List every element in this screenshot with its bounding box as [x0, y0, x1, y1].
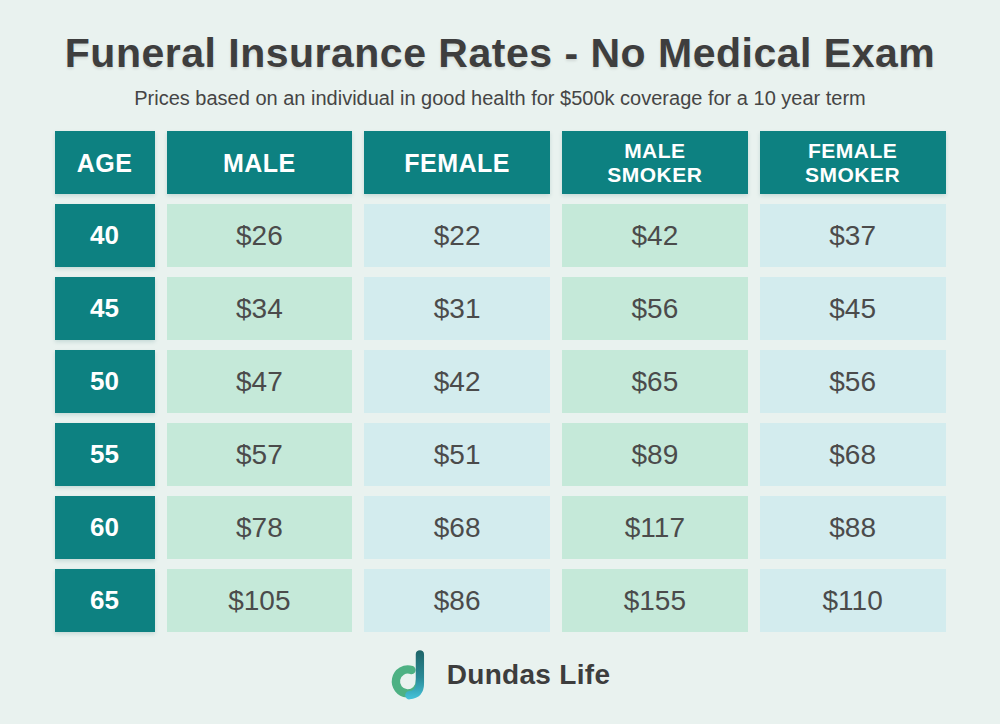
- column-header-label: FEMALE: [404, 149, 510, 177]
- table-cell-female: $51: [364, 423, 550, 486]
- table-cell-female: $31: [364, 277, 550, 340]
- table-cell-female-smoker: $68: [760, 423, 946, 486]
- row-header-age: 55: [55, 423, 155, 486]
- table-cell-male: $34: [167, 277, 353, 340]
- infographic-page: Funeral Insurance Rates - No Medical Exa…: [0, 0, 1000, 724]
- table-cell-male-smoker: $155: [562, 569, 748, 632]
- column-header-label: SMOKER: [607, 163, 702, 187]
- rates-table: AGE MALE FEMALE MALE SMOKER FEMALE SMOKE…: [55, 131, 946, 632]
- column-header-female: FEMALE: [364, 131, 550, 194]
- table-cell-male: $26: [167, 204, 353, 267]
- column-header-male-smoker: MALE SMOKER: [562, 131, 748, 194]
- table-cell-female-smoker: $88: [760, 496, 946, 559]
- row-header-age: 45: [55, 277, 155, 340]
- table-cell-female-smoker: $56: [760, 350, 946, 413]
- row-header-age: 50: [55, 350, 155, 413]
- table-cell-male-smoker: $56: [562, 277, 748, 340]
- column-header-label: FEMALE: [808, 139, 897, 163]
- row-header-age: 65: [55, 569, 155, 632]
- table-cell-male: $78: [167, 496, 353, 559]
- table-cell-female-smoker: $110: [760, 569, 946, 632]
- row-header-age: 40: [55, 204, 155, 267]
- column-header-label: MALE: [223, 149, 296, 177]
- dundas-life-logo-icon: [390, 649, 436, 701]
- column-header-label: SMOKER: [805, 163, 900, 187]
- page-title: Funeral Insurance Rates - No Medical Exa…: [0, 0, 1000, 77]
- table-cell-female: $68: [364, 496, 550, 559]
- table-cell-male-smoker: $42: [562, 204, 748, 267]
- table-cell-male: $47: [167, 350, 353, 413]
- row-header-age: 60: [55, 496, 155, 559]
- column-header-female-smoker: FEMALE SMOKER: [760, 131, 946, 194]
- column-header-label: MALE: [624, 139, 686, 163]
- column-header-male: MALE: [167, 131, 353, 194]
- column-header-age: AGE: [55, 131, 155, 194]
- table-cell-male-smoker: $117: [562, 496, 748, 559]
- table-cell-female: $42: [364, 350, 550, 413]
- table-cell-female: $22: [364, 204, 550, 267]
- table-cell-male-smoker: $65: [562, 350, 748, 413]
- table-cell-female-smoker: $45: [760, 277, 946, 340]
- table-cell-male: $105: [167, 569, 353, 632]
- table-cell-female: $86: [364, 569, 550, 632]
- brand-name: Dundas Life: [447, 659, 611, 691]
- table-cell-female-smoker: $37: [760, 204, 946, 267]
- table-cell-male: $57: [167, 423, 353, 486]
- footer-brand: Dundas Life: [0, 649, 1000, 701]
- column-header-label: AGE: [77, 149, 133, 177]
- page-subtitle: Prices based on an individual in good he…: [0, 87, 1000, 110]
- table-cell-male-smoker: $89: [562, 423, 748, 486]
